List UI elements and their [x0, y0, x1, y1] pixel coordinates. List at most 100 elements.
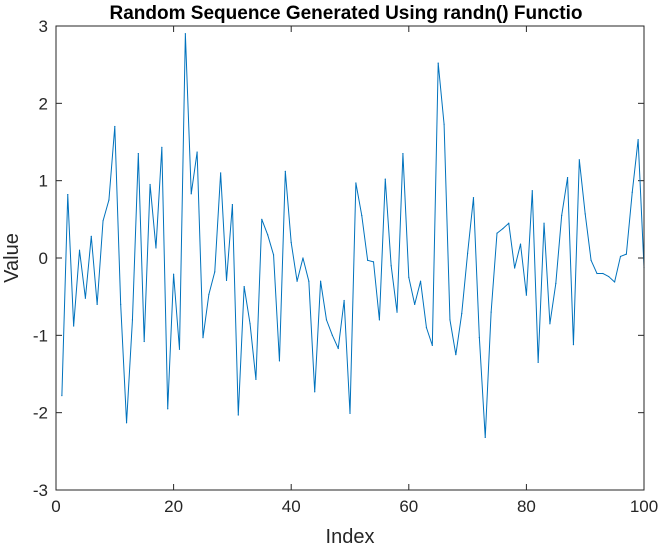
data-point	[272, 254, 275, 256]
data-point	[220, 172, 222, 174]
y-tick-label: -2	[33, 404, 48, 423]
data-point	[478, 337, 480, 339]
data-point	[78, 249, 81, 251]
data-point	[225, 279, 228, 282]
series-line	[61, 33, 645, 438]
data-point	[619, 255, 622, 258]
data-point	[337, 347, 339, 350]
y-tick-label: -1	[33, 326, 48, 345]
data-point	[467, 252, 469, 254]
y-tick-label: 1	[39, 172, 48, 191]
data-point	[378, 319, 380, 321]
data-point	[614, 281, 616, 283]
chart-title: Random Sequence Generated Using randn() …	[110, 3, 583, 24]
data-point	[284, 170, 286, 172]
data-point	[161, 146, 163, 149]
data-point	[372, 261, 375, 263]
data-point	[73, 325, 75, 327]
data-point	[343, 299, 345, 302]
y-axis-label: Value	[1, 233, 23, 283]
data-point	[543, 222, 545, 224]
data-point	[461, 313, 463, 315]
data-point	[237, 414, 239, 416]
data-point	[590, 259, 592, 261]
data-point	[231, 204, 233, 206]
data-point	[302, 257, 304, 259]
data-point	[508, 222, 510, 224]
data-point	[243, 286, 245, 288]
data-point	[519, 243, 522, 245]
data-point	[320, 280, 322, 282]
data-point	[173, 273, 175, 275]
data-point	[178, 348, 181, 350]
data-point	[208, 293, 210, 295]
data-point	[125, 422, 128, 424]
x-tick-label: 40	[282, 497, 301, 516]
data-point	[96, 303, 98, 305]
y-tick-label: -3	[33, 481, 48, 500]
data-point	[555, 282, 557, 285]
data-point	[114, 125, 116, 128]
x-tick-label: 20	[164, 497, 183, 516]
data-point	[414, 303, 416, 305]
data-point	[449, 319, 451, 321]
data-point	[61, 395, 63, 397]
data-point	[631, 191, 633, 193]
data-point	[67, 193, 69, 196]
data-point	[355, 182, 357, 184]
data-point	[361, 214, 363, 217]
data-point	[143, 340, 145, 343]
data-point	[496, 232, 498, 234]
data-point	[84, 297, 86, 299]
data-point	[566, 176, 569, 179]
data-point	[578, 159, 580, 161]
data-point	[608, 275, 610, 278]
x-tick-label: 100	[630, 497, 658, 516]
y-tick-label: 3	[39, 17, 48, 36]
data-point	[290, 241, 292, 244]
data-point	[425, 327, 428, 329]
data-point	[214, 271, 216, 273]
tick-labels: 0 20 40 60 80 100 -3 -2 -1 0 1 2 3	[33, 17, 658, 516]
x-tick-label: 80	[517, 497, 536, 516]
data-point	[261, 218, 263, 220]
data-point	[561, 214, 563, 217]
data-point	[455, 354, 457, 356]
data-point	[502, 228, 504, 230]
data-point	[267, 234, 269, 236]
data-point	[296, 280, 298, 282]
data-point	[625, 253, 627, 255]
axes-box	[55, 25, 645, 491]
data-point	[514, 267, 516, 269]
data-point	[90, 235, 92, 237]
data-point	[443, 123, 445, 125]
data-point	[349, 412, 351, 415]
data-point	[602, 272, 604, 275]
y-tick-label: 0	[39, 249, 48, 268]
x-axis-label: Index	[326, 526, 375, 546]
data-point	[325, 319, 328, 321]
data-point	[596, 272, 598, 275]
data-point	[390, 265, 392, 267]
data-point	[190, 193, 192, 195]
data-point	[314, 391, 316, 393]
x-tick-label: 0	[51, 497, 60, 516]
data-point	[549, 323, 551, 325]
data-point	[419, 280, 422, 282]
series-points	[61, 33, 645, 439]
data-point	[278, 360, 281, 362]
data-point	[408, 276, 410, 278]
data-point	[367, 259, 369, 261]
data-point	[384, 178, 386, 180]
data-point	[437, 62, 439, 64]
data-point	[572, 344, 575, 346]
y-tick-label: 2	[39, 94, 48, 113]
data-point	[137, 153, 139, 155]
data-point	[196, 151, 198, 153]
data-point	[308, 280, 310, 282]
data-point	[537, 361, 539, 363]
data-point	[155, 247, 157, 249]
data-point	[484, 436, 486, 439]
data-point	[102, 220, 104, 222]
